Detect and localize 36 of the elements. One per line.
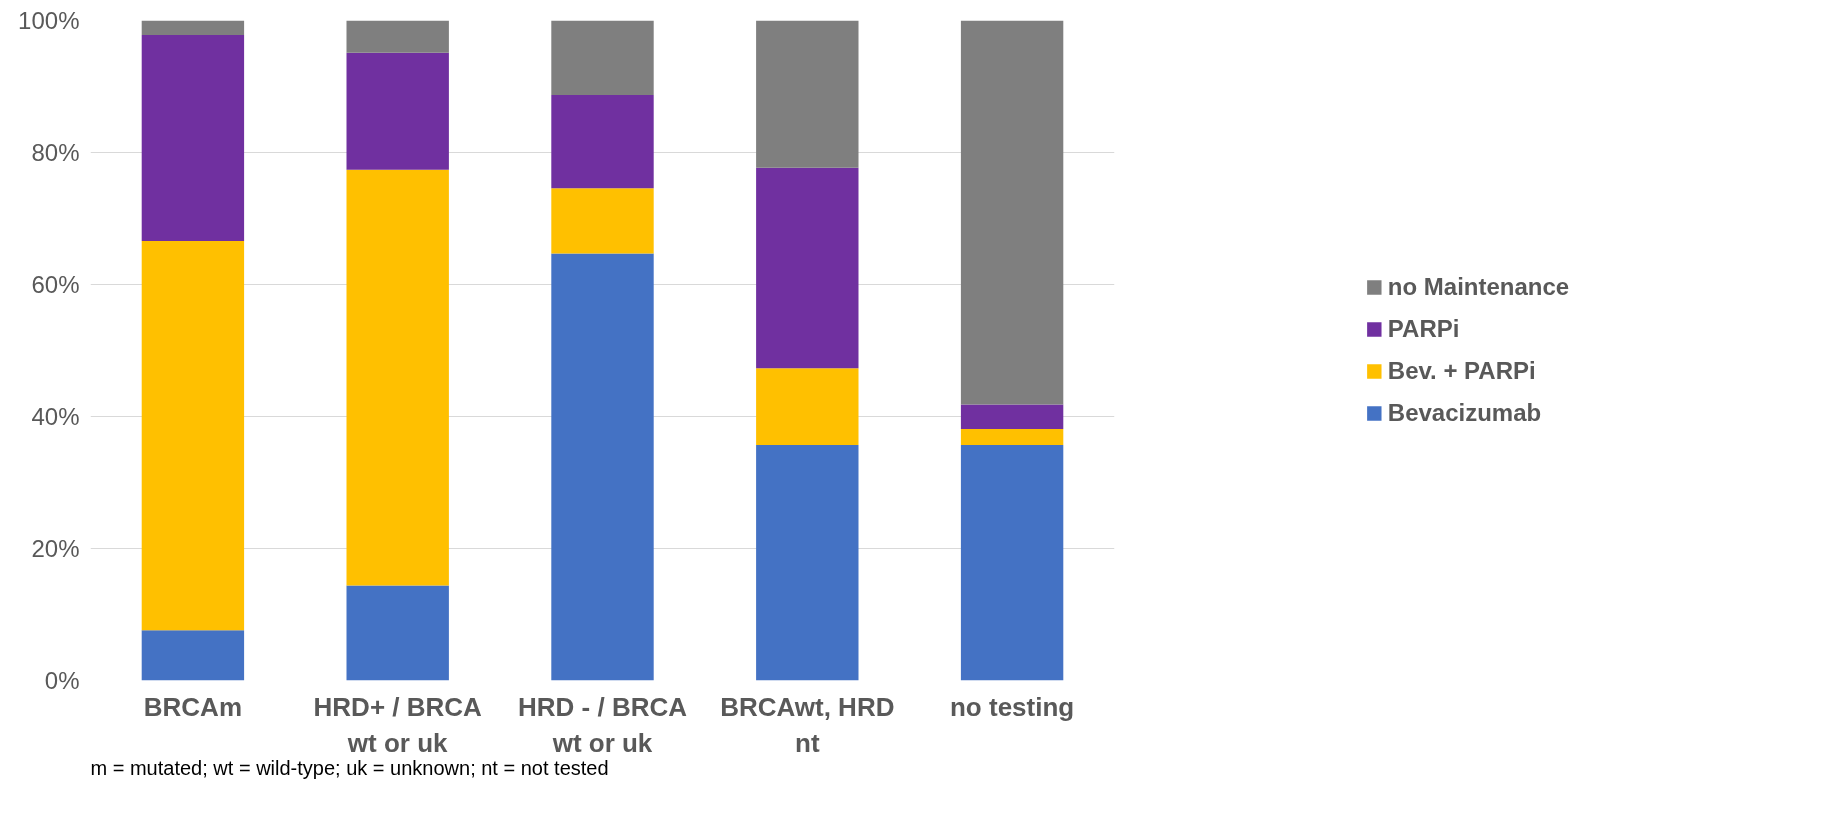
- x-tick-label: HRD+ / BRCA wt or uk: [313, 691, 483, 758]
- legend-label: Bev. + PARPi: [1387, 357, 1536, 385]
- bar: [960, 429, 1064, 445]
- bar: [756, 167, 859, 369]
- bar: [346, 585, 449, 681]
- legend-label: PARPi: [1387, 315, 1460, 343]
- bar: [756, 20, 859, 168]
- bar: [756, 368, 859, 445]
- bar: [141, 630, 245, 681]
- bar: [551, 188, 654, 254]
- y-tick-label: 80%: [31, 139, 80, 166]
- x-tick-label: BRCAm: [143, 691, 243, 722]
- legend-label: Bevacizumab: [1387, 399, 1542, 427]
- bar: [551, 20, 654, 96]
- bar: [756, 444, 859, 681]
- bar: [960, 404, 1064, 430]
- y-tick-label: 60%: [31, 271, 80, 298]
- y-tick-label: 40%: [31, 403, 80, 430]
- y-tick-label: 20%: [31, 535, 80, 562]
- bar: [346, 20, 449, 53]
- legend-label: no Maintenance: [1387, 273, 1570, 301]
- y-tick-label: 0%: [44, 667, 80, 694]
- bar: [551, 95, 654, 189]
- x-tick-label: BRCAwt, HRD nt: [720, 691, 895, 758]
- text: m = mutated; wt = wild-type; uk = unknown; nt = not tested: [90, 756, 609, 779]
- bar: [346, 52, 449, 170]
- bar: [960, 444, 1064, 681]
- bar: [141, 20, 245, 36]
- bar: [346, 169, 449, 586]
- bar: [960, 20, 1064, 405]
- bar: [141, 35, 245, 241]
- bar: [141, 240, 245, 631]
- y-tick-label: 100%: [18, 7, 80, 34]
- x-tick-label: no testing: [949, 691, 1075, 722]
- x-tick-label: HRD - / BRCA wt or uk: [518, 691, 688, 758]
- bar: [551, 253, 654, 681]
